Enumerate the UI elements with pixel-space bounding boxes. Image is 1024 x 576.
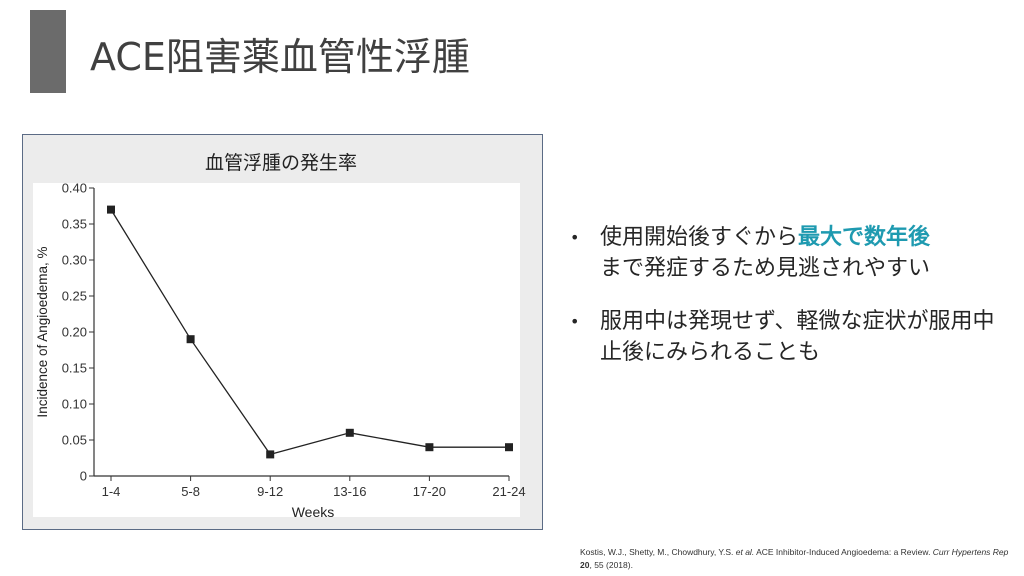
y-tick-label: 0.10 (62, 397, 87, 412)
citation-authors: Kostis, W.J., Shetty, M., Chowdhury, Y.S… (580, 547, 736, 557)
y-tick-label: 0.30 (62, 253, 87, 268)
bullet-dot: • (570, 312, 580, 331)
bullet-item: • 使用開始後すぐから最大で数年後まで発症するため見逃されやすい (570, 222, 1010, 284)
title-accent-bar (30, 10, 66, 93)
data-point-marker (186, 335, 195, 344)
x-tick-label: 17-20 (413, 484, 446, 499)
bullet-text: 服用中は発現せず、軽微な症状が服用中止後にみられることも (600, 309, 995, 365)
x-tick-label: 21-24 (492, 484, 525, 499)
x-tick-label: 5-8 (181, 484, 200, 499)
citation-volume: 20 (580, 560, 590, 570)
bullet-highlight: 最大で数年後 (798, 225, 931, 250)
series-line (110, 209, 509, 456)
plot-background (33, 183, 520, 517)
bullet-dot: • (570, 228, 580, 247)
bullet-text: 使用開始後すぐから (600, 225, 799, 250)
bullet-item: • 服用中は発現せず、軽微な症状が服用中止後にみられることも (570, 306, 1000, 368)
chart-title: 血管浮腫の発生率 (205, 152, 357, 174)
x-tick-label: 1-4 (102, 484, 121, 499)
citation-rest: , 55 (2018). (589, 560, 633, 570)
data-point-marker (425, 443, 434, 452)
bullet-text: まで発症するため見逃されやすい (600, 256, 931, 281)
y-tick-label: 0.25 (62, 289, 87, 304)
y-tick-label: 0.05 (62, 433, 87, 448)
bullet-list: • 使用開始後すぐから最大で数年後まで発症するため見逃されやすい • 服用中は発… (570, 222, 1010, 390)
citation-journal: Curr Hypertens Rep (932, 547, 1009, 557)
citation: Kostis, W.J., Shetty, M., Chowdhury, Y.S… (580, 546, 1020, 572)
y-axis-label: Incidence of Angioedema, % (35, 246, 50, 417)
data-point-marker (345, 428, 354, 437)
x-tick-label: 13-16 (333, 484, 366, 499)
data-point-marker (266, 450, 275, 459)
y-tick-label: 0.40 (62, 181, 87, 196)
citation-etal: et al. (735, 547, 755, 557)
x-tick-label: 9-12 (257, 484, 283, 499)
citation-title: ACE Inhibitor-Induced Angioedema: a Revi… (754, 547, 933, 557)
y-tick-label: 0 (80, 469, 87, 484)
y-tick-label: 0.20 (62, 325, 87, 340)
data-point-marker (505, 443, 513, 452)
x-axis-label: Weeks (292, 504, 335, 520)
slide-title: ACE阻害薬血管性浮腫 (90, 35, 470, 79)
data-point-marker (107, 205, 115, 214)
y-tick-label: 0.15 (62, 361, 87, 376)
y-tick-label: 0.35 (62, 217, 87, 232)
